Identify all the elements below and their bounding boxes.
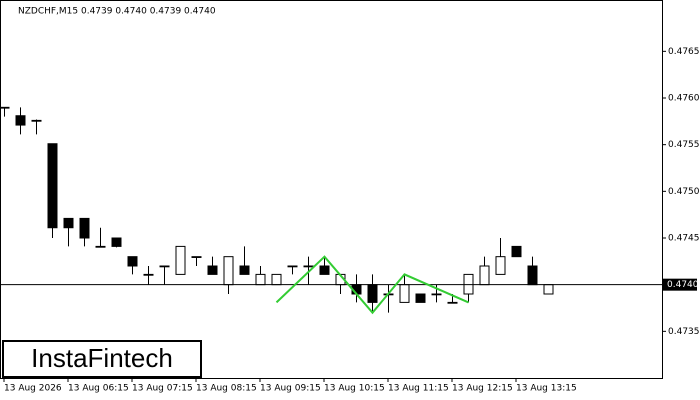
x-tick-label: 13 Aug 07:15 — [132, 384, 193, 394]
current-price-label: 0.4740 — [667, 280, 699, 290]
candle-body — [399, 284, 410, 303]
y-tick-label: 0.4745 — [668, 234, 700, 244]
logo: InstaFintech — [31, 343, 173, 373]
candle-body — [479, 265, 490, 286]
candle-body — [447, 301, 458, 304]
x-tick-label: 13 Aug 11:15 — [388, 384, 449, 394]
candle-body — [287, 265, 298, 268]
candle-body — [319, 265, 330, 275]
candle-body — [415, 293, 426, 303]
x-tick-label: 13 Aug 12:15 — [452, 384, 513, 394]
y-tick-label: 0.4765 — [668, 47, 700, 57]
y-tick-label: 0.4735 — [668, 327, 700, 337]
candle-body — [79, 217, 90, 239]
x-tick-label: 13 Aug 10:15 — [324, 384, 385, 394]
candle-body — [223, 256, 234, 286]
y-tick-label: 0.4760 — [668, 94, 700, 104]
candle-body — [367, 284, 378, 303]
candle-body — [0, 106, 10, 109]
current-price-box — [663, 278, 697, 291]
candle-body — [271, 273, 282, 286]
chart-title: NZDCHF,M15 0.4739 0.4740 0.4739 0.4740 — [18, 7, 216, 17]
candle-body — [511, 245, 522, 258]
candle-body — [239, 265, 250, 275]
y-tick-label: 0.4755 — [668, 140, 700, 150]
pattern-line — [275, 255, 469, 315]
candle-body — [127, 256, 138, 267]
candle-body — [191, 256, 202, 258]
candle-body — [431, 293, 442, 296]
candle-body — [111, 237, 122, 247]
candle-body — [303, 265, 314, 268]
candle-body — [543, 284, 554, 295]
candle-body — [31, 119, 42, 122]
candle-body — [527, 265, 538, 286]
x-tick-label: 13 Aug 06:15 — [68, 384, 129, 394]
logo-box — [2, 340, 202, 378]
candle-body — [47, 143, 58, 229]
x-tick-label: 13 Aug 13:15 — [516, 384, 577, 394]
y-tick-label: 0.4750 — [668, 187, 700, 197]
candle-body — [143, 273, 154, 276]
x-tick-label: 13 Aug 2026 — [4, 384, 62, 394]
candle-body — [15, 115, 26, 126]
plot-frame — [0, 0, 663, 379]
x-tick-label: 13 Aug 08:15 — [196, 384, 257, 394]
candle-body — [159, 265, 170, 268]
candle-body — [63, 217, 74, 229]
candle-body — [207, 265, 218, 275]
x-tick-label: 13 Aug 09:15 — [260, 384, 321, 394]
candle-body — [255, 273, 266, 286]
candle-body — [495, 256, 506, 275]
candle-body — [95, 245, 106, 248]
candle-body — [175, 245, 186, 275]
